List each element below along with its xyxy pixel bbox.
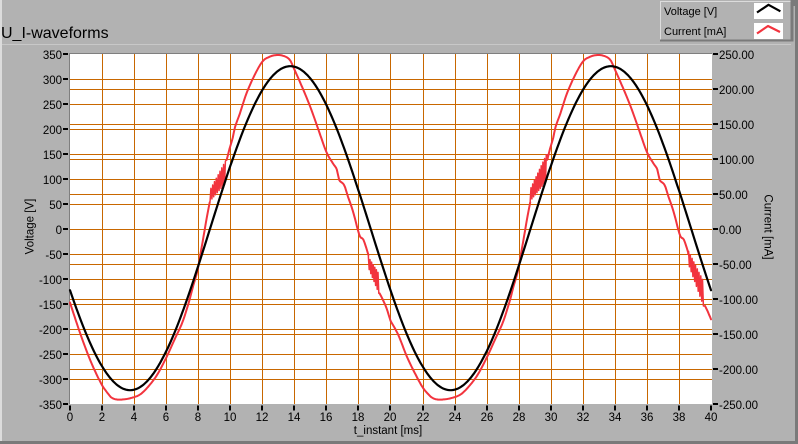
svg-text:18: 18 <box>352 412 365 424</box>
svg-text:38: 38 <box>673 412 686 424</box>
svg-text:350: 350 <box>43 50 62 62</box>
svg-text:8: 8 <box>195 412 201 424</box>
svg-text:-200: -200 <box>39 325 62 337</box>
svg-text:20: 20 <box>384 412 397 424</box>
svg-text:6: 6 <box>163 412 169 424</box>
svg-text:26: 26 <box>481 412 494 424</box>
svg-text:-50.00: -50.00 <box>719 260 752 272</box>
svg-text:150: 150 <box>43 150 62 162</box>
svg-text:250: 250 <box>43 100 62 112</box>
svg-text:50: 50 <box>49 200 62 212</box>
svg-text:Current [mA]: Current [mA] <box>762 194 774 259</box>
svg-text:-250.00: -250.00 <box>719 400 758 412</box>
svg-text:40: 40 <box>705 412 718 424</box>
svg-text:4: 4 <box>131 412 138 424</box>
svg-text:12: 12 <box>256 412 269 424</box>
svg-text:-100: -100 <box>39 275 62 287</box>
svg-text:100.00: 100.00 <box>719 155 754 167</box>
svg-text:34: 34 <box>609 412 622 424</box>
svg-text:U_I-waveforms: U_I-waveforms <box>1 25 109 42</box>
svg-text:Voltage [V]: Voltage [V] <box>664 6 717 18</box>
svg-text:-150.00: -150.00 <box>719 330 758 342</box>
svg-text:22: 22 <box>417 412 430 424</box>
svg-text:-250: -250 <box>39 350 62 362</box>
svg-text:Voltage [V]: Voltage [V] <box>25 199 37 255</box>
svg-text:32: 32 <box>577 412 590 424</box>
svg-text:0: 0 <box>56 225 62 237</box>
svg-text:-100.00: -100.00 <box>719 295 758 307</box>
svg-text:200.00: 200.00 <box>719 85 754 97</box>
svg-text:150.00: 150.00 <box>719 120 754 132</box>
svg-text:-300: -300 <box>39 375 62 387</box>
svg-text:24: 24 <box>449 412 462 424</box>
svg-text:0.00: 0.00 <box>719 225 741 237</box>
svg-text:14: 14 <box>288 412 301 424</box>
svg-text:100: 100 <box>43 175 62 187</box>
svg-text:0: 0 <box>67 412 73 424</box>
svg-text:300: 300 <box>43 75 62 87</box>
svg-text:250.00: 250.00 <box>719 50 754 62</box>
svg-text:-50: -50 <box>45 250 62 262</box>
svg-text:200: 200 <box>43 125 62 137</box>
svg-text:28: 28 <box>513 412 526 424</box>
svg-text:30: 30 <box>545 412 558 424</box>
svg-text:-150: -150 <box>39 300 62 312</box>
svg-text:-200.00: -200.00 <box>719 365 758 377</box>
svg-text:Current [mA]: Current [mA] <box>664 26 726 38</box>
svg-text:16: 16 <box>320 412 333 424</box>
svg-text:36: 36 <box>641 412 654 424</box>
svg-text:10: 10 <box>224 412 237 424</box>
svg-text:50.00: 50.00 <box>719 190 748 202</box>
svg-text:t_instant [ms]: t_instant [ms] <box>354 425 422 437</box>
svg-text:2: 2 <box>99 412 105 424</box>
svg-text:-350: -350 <box>39 400 62 412</box>
